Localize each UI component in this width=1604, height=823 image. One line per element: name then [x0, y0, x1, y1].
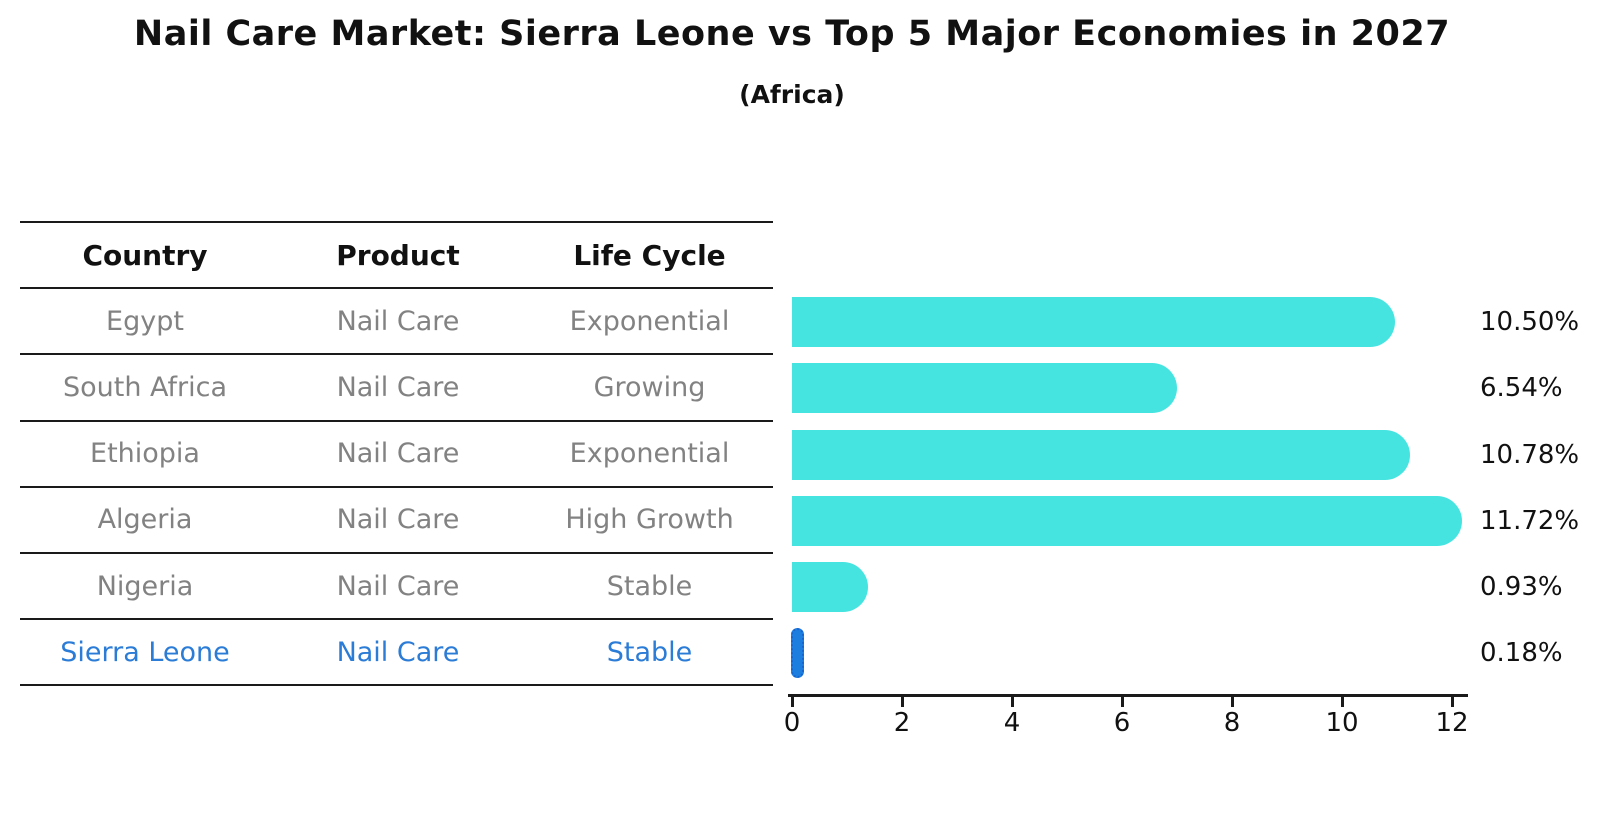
table-cell-life-cycle: Stable — [606, 570, 693, 602]
x-axis-tick-label: 10 — [1325, 708, 1359, 738]
data-table: Country Product Life Cycle Egypt Nail Car… — [20, 221, 773, 687]
x-axis-tick — [790, 697, 794, 707]
x-axis-tick-label: 12 — [1435, 708, 1469, 738]
bar-value-label-algeria: 11.72% — [1480, 505, 1580, 536]
table-cell-country: Ethiopia — [90, 438, 200, 470]
table-cell-life-cycle: High Growth — [565, 504, 734, 536]
bar-value-label-ethiopia: 10.78% — [1480, 439, 1580, 470]
table-cell-country: South Africa — [62, 371, 228, 403]
chart-title: Nail Care Market: Sierra Leone vs Top 5 … — [133, 14, 1451, 54]
table-cell-product: Nail Care — [336, 438, 460, 470]
bar-value-label-nigeria: 0.93% — [1480, 571, 1563, 602]
table-cell-product: Nail Care — [336, 570, 460, 602]
x-axis-tick-label: 8 — [1223, 708, 1241, 738]
x-axis-tick — [1450, 697, 1454, 707]
bar-nigeria — [792, 561, 869, 612]
bar-sierra-leone — [791, 628, 804, 679]
table-cell-life-cycle: Stable — [606, 636, 693, 668]
x-axis-tick-label: 2 — [893, 708, 911, 738]
x-axis-tick — [1120, 697, 1124, 707]
table-cell-life-cycle: Growing — [593, 371, 706, 403]
table-cell-life-cycle: Exponential — [569, 438, 730, 470]
bar-egypt — [792, 297, 1395, 348]
column-header-country: Country — [82, 238, 208, 272]
x-axis-tick — [1230, 697, 1234, 707]
x-axis-tick-label: 0 — [783, 708, 801, 738]
table-cell-product: Nail Care — [336, 504, 460, 536]
table-row-sierra-leone: Sierra Leone Nail Care Stable — [20, 620, 773, 687]
x-axis-tick — [1340, 697, 1344, 707]
table-body: Egypt Nail Care Exponential South Africa Nai… — [20, 289, 773, 687]
table-cell-country: Algeria — [97, 504, 193, 536]
table-row-algeria: Algeria Nail Care High Growth — [20, 488, 773, 554]
bar-algeria — [792, 495, 1462, 546]
bar-value-label-egypt: 10.50% — [1480, 307, 1580, 338]
table-cell-life-cycle: Exponential — [569, 305, 730, 337]
table-cell-product: Nail Care — [336, 371, 460, 403]
table-cell-product: Nail Care — [336, 636, 460, 668]
table-cell-country: Egypt — [106, 305, 184, 337]
chart-subtitle: (Africa) — [739, 80, 845, 109]
column-header-life-cycle: Life Cycle — [573, 238, 726, 272]
x-axis-tick-label: 6 — [1113, 708, 1131, 738]
bar-value-label-south-africa: 6.54% — [1480, 373, 1563, 404]
table-header-row: Country Product Life Cycle — [20, 223, 773, 290]
x-axis-line — [788, 694, 1468, 697]
table-row-ethiopia: Ethiopia Nail Care Exponential — [20, 422, 773, 488]
x-axis-tick — [1010, 697, 1014, 707]
table-row-egypt: Egypt Nail Care Exponential — [20, 289, 773, 356]
table-row-south-africa: South Africa Nail Care Growing — [20, 355, 773, 422]
table-cell-product: Nail Care — [336, 305, 460, 337]
column-header-product: Product — [336, 238, 460, 272]
bar-ethiopia — [792, 429, 1410, 480]
table-cell-country: Nigeria — [96, 570, 194, 602]
table-row-nigeria: Nigeria Nail Care Stable — [20, 554, 773, 621]
bar-value-label-sierra-leone: 0.18% — [1480, 638, 1563, 669]
table-cell-country: Sierra Leone — [60, 636, 230, 668]
x-axis-tick-label: 4 — [1003, 708, 1021, 738]
x-axis-tick — [900, 697, 904, 707]
bar-south-africa — [792, 363, 1177, 414]
